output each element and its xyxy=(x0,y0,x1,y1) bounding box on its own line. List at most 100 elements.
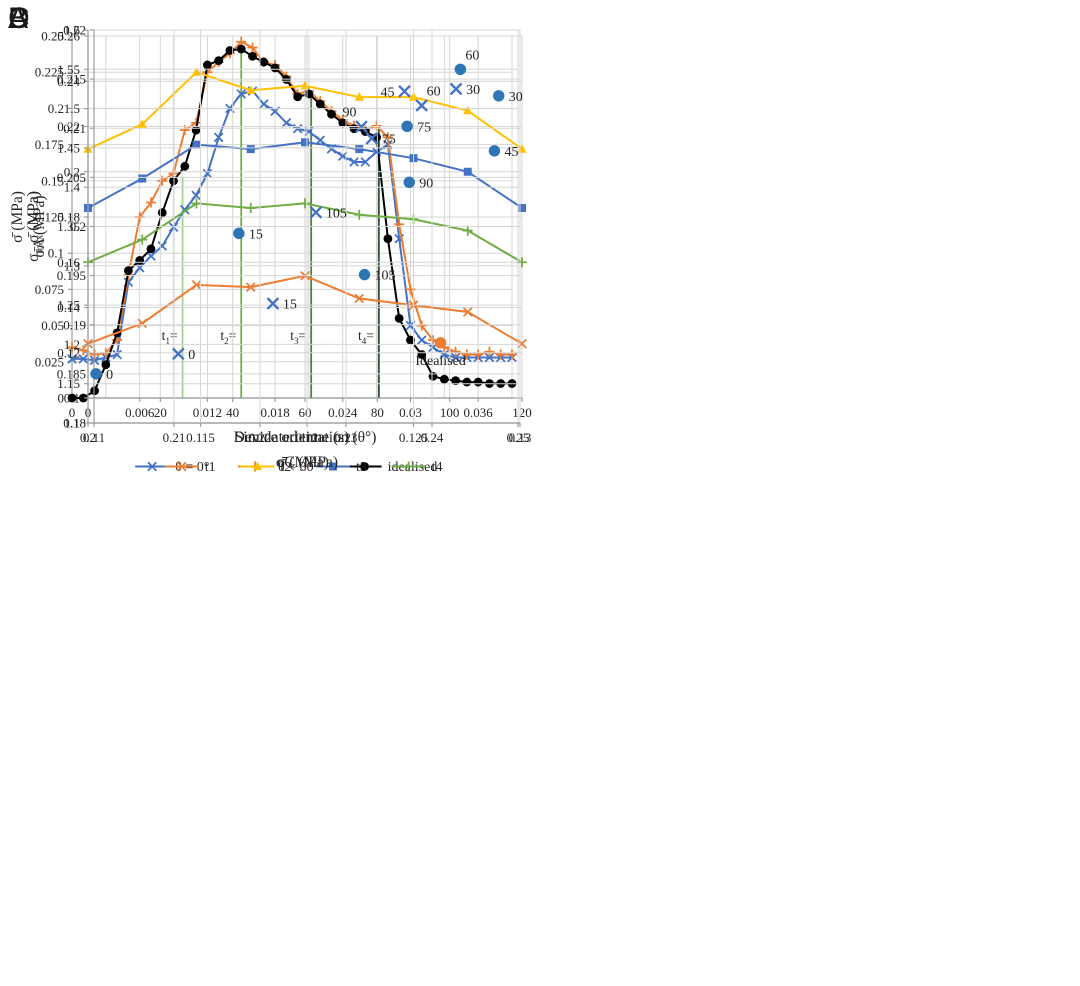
svg-text:1.3: 1.3 xyxy=(64,258,80,273)
svg-text:75: 75 xyxy=(382,132,396,147)
svg-text:0.25: 0.25 xyxy=(41,29,64,44)
svg-text:0.018: 0.018 xyxy=(260,405,289,420)
svg-text:0.195: 0.195 xyxy=(57,268,86,283)
svg-text:1.55: 1.55 xyxy=(57,62,80,77)
svg-text:0.175: 0.175 xyxy=(35,137,64,152)
svg-text:σ̄ (MPa): σ̄ (MPa) xyxy=(25,191,42,243)
svg-text:0.12: 0.12 xyxy=(57,345,80,360)
svg-text:t3: t3 xyxy=(356,460,367,475)
svg-text:0.024: 0.024 xyxy=(328,405,358,420)
svg-text:t3=: t3= xyxy=(290,328,306,346)
svg-text:20: 20 xyxy=(154,405,167,420)
svg-text:Device orientation (θ°): Device orientation (θ°) xyxy=(234,429,377,446)
svg-text:0.125: 0.125 xyxy=(35,210,64,225)
svg-text:0.24: 0.24 xyxy=(421,430,444,445)
svg-text:1.45: 1.45 xyxy=(57,140,80,155)
panel-d-chart: 0.11 0.115 0.12 0.125 0.130.180.1850.190.195… xyxy=(31,23,532,472)
svg-text:0: 0 xyxy=(69,405,76,420)
svg-text:t4: t4 xyxy=(432,460,443,475)
svg-text:90: 90 xyxy=(342,106,356,121)
svg-text:0.22: 0.22 xyxy=(63,23,86,38)
svg-text:0.12: 0.12 xyxy=(296,430,319,445)
svg-text:σ̄ (MPa): σ̄ (MPa) xyxy=(9,191,26,243)
svg-text:0: 0 xyxy=(188,348,195,363)
svg-text:1.1: 1.1 xyxy=(64,416,80,431)
svg-text:0.25: 0.25 xyxy=(507,430,530,445)
svg-text:0.18: 0.18 xyxy=(57,210,80,225)
svg-text:Simulated time (s): Simulated time (s) xyxy=(235,429,350,446)
svg-text:0.2: 0.2 xyxy=(70,219,86,234)
svg-text:0.15: 0.15 xyxy=(41,173,64,188)
svg-text:0.21: 0.21 xyxy=(63,121,86,136)
svg-text:0.24: 0.24 xyxy=(57,74,80,89)
svg-text:0.03: 0.03 xyxy=(399,405,422,420)
svg-text:1.2: 1.2 xyxy=(64,337,80,352)
svg-text:0.075: 0.075 xyxy=(35,282,64,297)
panel-d-letter: D xyxy=(8,2,30,35)
svg-text:0.006: 0.006 xyxy=(125,405,155,420)
svg-text:0.19: 0.19 xyxy=(63,317,86,332)
svg-text:σmax (MPa): σmax (MPa) xyxy=(25,191,45,262)
panel-a-letter: A xyxy=(8,2,29,35)
svg-text:0.21: 0.21 xyxy=(163,430,186,445)
svg-text:0.1: 0.1 xyxy=(48,246,64,261)
svg-text:0.2: 0.2 xyxy=(48,101,64,116)
svg-text:0.115: 0.115 xyxy=(186,430,215,445)
svg-text:120: 120 xyxy=(512,405,532,420)
svg-text:60: 60 xyxy=(299,405,312,420)
svg-text:σ̄ (MPa): σ̄ (MPa) xyxy=(277,454,329,471)
svg-text:80: 80 xyxy=(371,405,384,420)
svg-text:45: 45 xyxy=(504,145,518,160)
svg-text:1.6: 1.6 xyxy=(64,23,81,38)
svg-text:100: 100 xyxy=(440,405,460,420)
svg-text:0.14: 0.14 xyxy=(57,300,80,315)
svg-text:0.2: 0.2 xyxy=(64,164,80,179)
svg-text:1.25: 1.25 xyxy=(57,298,80,313)
svg-text:θ = 30°: θ = 30° xyxy=(278,460,319,475)
svg-text:60: 60 xyxy=(427,84,441,99)
svg-text:0.225: 0.225 xyxy=(35,65,64,80)
svg-text:0.16: 0.16 xyxy=(57,255,80,270)
svg-text:0.18: 0.18 xyxy=(63,416,86,431)
svg-text:0.185: 0.185 xyxy=(57,366,86,381)
svg-text:0.205: 0.205 xyxy=(57,170,86,185)
svg-text:0: 0 xyxy=(58,391,65,406)
svg-text:Idealised: Idealised xyxy=(415,354,466,369)
svg-text:1.35: 1.35 xyxy=(57,219,80,234)
svg-text:60: 60 xyxy=(465,48,479,63)
svg-text:40: 40 xyxy=(226,405,239,420)
svg-text:30: 30 xyxy=(466,83,480,98)
svg-text:0.1: 0.1 xyxy=(64,391,80,406)
svg-text:105: 105 xyxy=(375,269,396,284)
svg-text:0.05: 0.05 xyxy=(41,318,64,333)
svg-text:0.13: 0.13 xyxy=(509,430,532,445)
svg-text:1.15: 1.15 xyxy=(57,376,80,391)
svg-text:1.5: 1.5 xyxy=(64,101,80,116)
panel-d: D 0.11 0.115 0.12 0.125 0.13 0.18 0.185 0.19 0.1… xyxy=(0,0,540,493)
svg-text:0.22: 0.22 xyxy=(57,119,80,134)
svg-text:75: 75 xyxy=(417,120,431,135)
svg-text:t1: t1 xyxy=(205,460,216,475)
panel-b-chart: 0204060801001200.10.120.140.160.180.20.2… xyxy=(25,29,532,476)
svg-text:0.11: 0.11 xyxy=(83,430,105,445)
panel-c-letter: C xyxy=(8,2,30,35)
svg-text:0.26: 0.26 xyxy=(57,29,80,44)
svg-text:t4=: t4= xyxy=(358,328,374,346)
svg-text:0.036: 0.036 xyxy=(464,405,494,420)
svg-text:1.4: 1.4 xyxy=(64,180,81,195)
panel-b-letter: B xyxy=(8,2,29,35)
svg-text:90: 90 xyxy=(419,176,433,191)
svg-text:15: 15 xyxy=(283,298,297,313)
svg-text:σ̄A (MPa): σ̄A (MPa) xyxy=(31,195,48,257)
svg-text:0: 0 xyxy=(106,368,113,383)
svg-text:0.215: 0.215 xyxy=(57,72,86,87)
svg-text:0.025: 0.025 xyxy=(35,354,64,369)
svg-text:105: 105 xyxy=(326,206,347,221)
panel-b: B 0204060801001200.10.120.140.160.180.20… xyxy=(0,0,540,493)
svg-text:15: 15 xyxy=(249,227,263,242)
svg-text:t2: t2 xyxy=(280,460,291,475)
svg-text:0.23: 0.23 xyxy=(335,430,358,445)
svg-text:45: 45 xyxy=(380,85,394,100)
svg-text:0.125: 0.125 xyxy=(399,430,428,445)
